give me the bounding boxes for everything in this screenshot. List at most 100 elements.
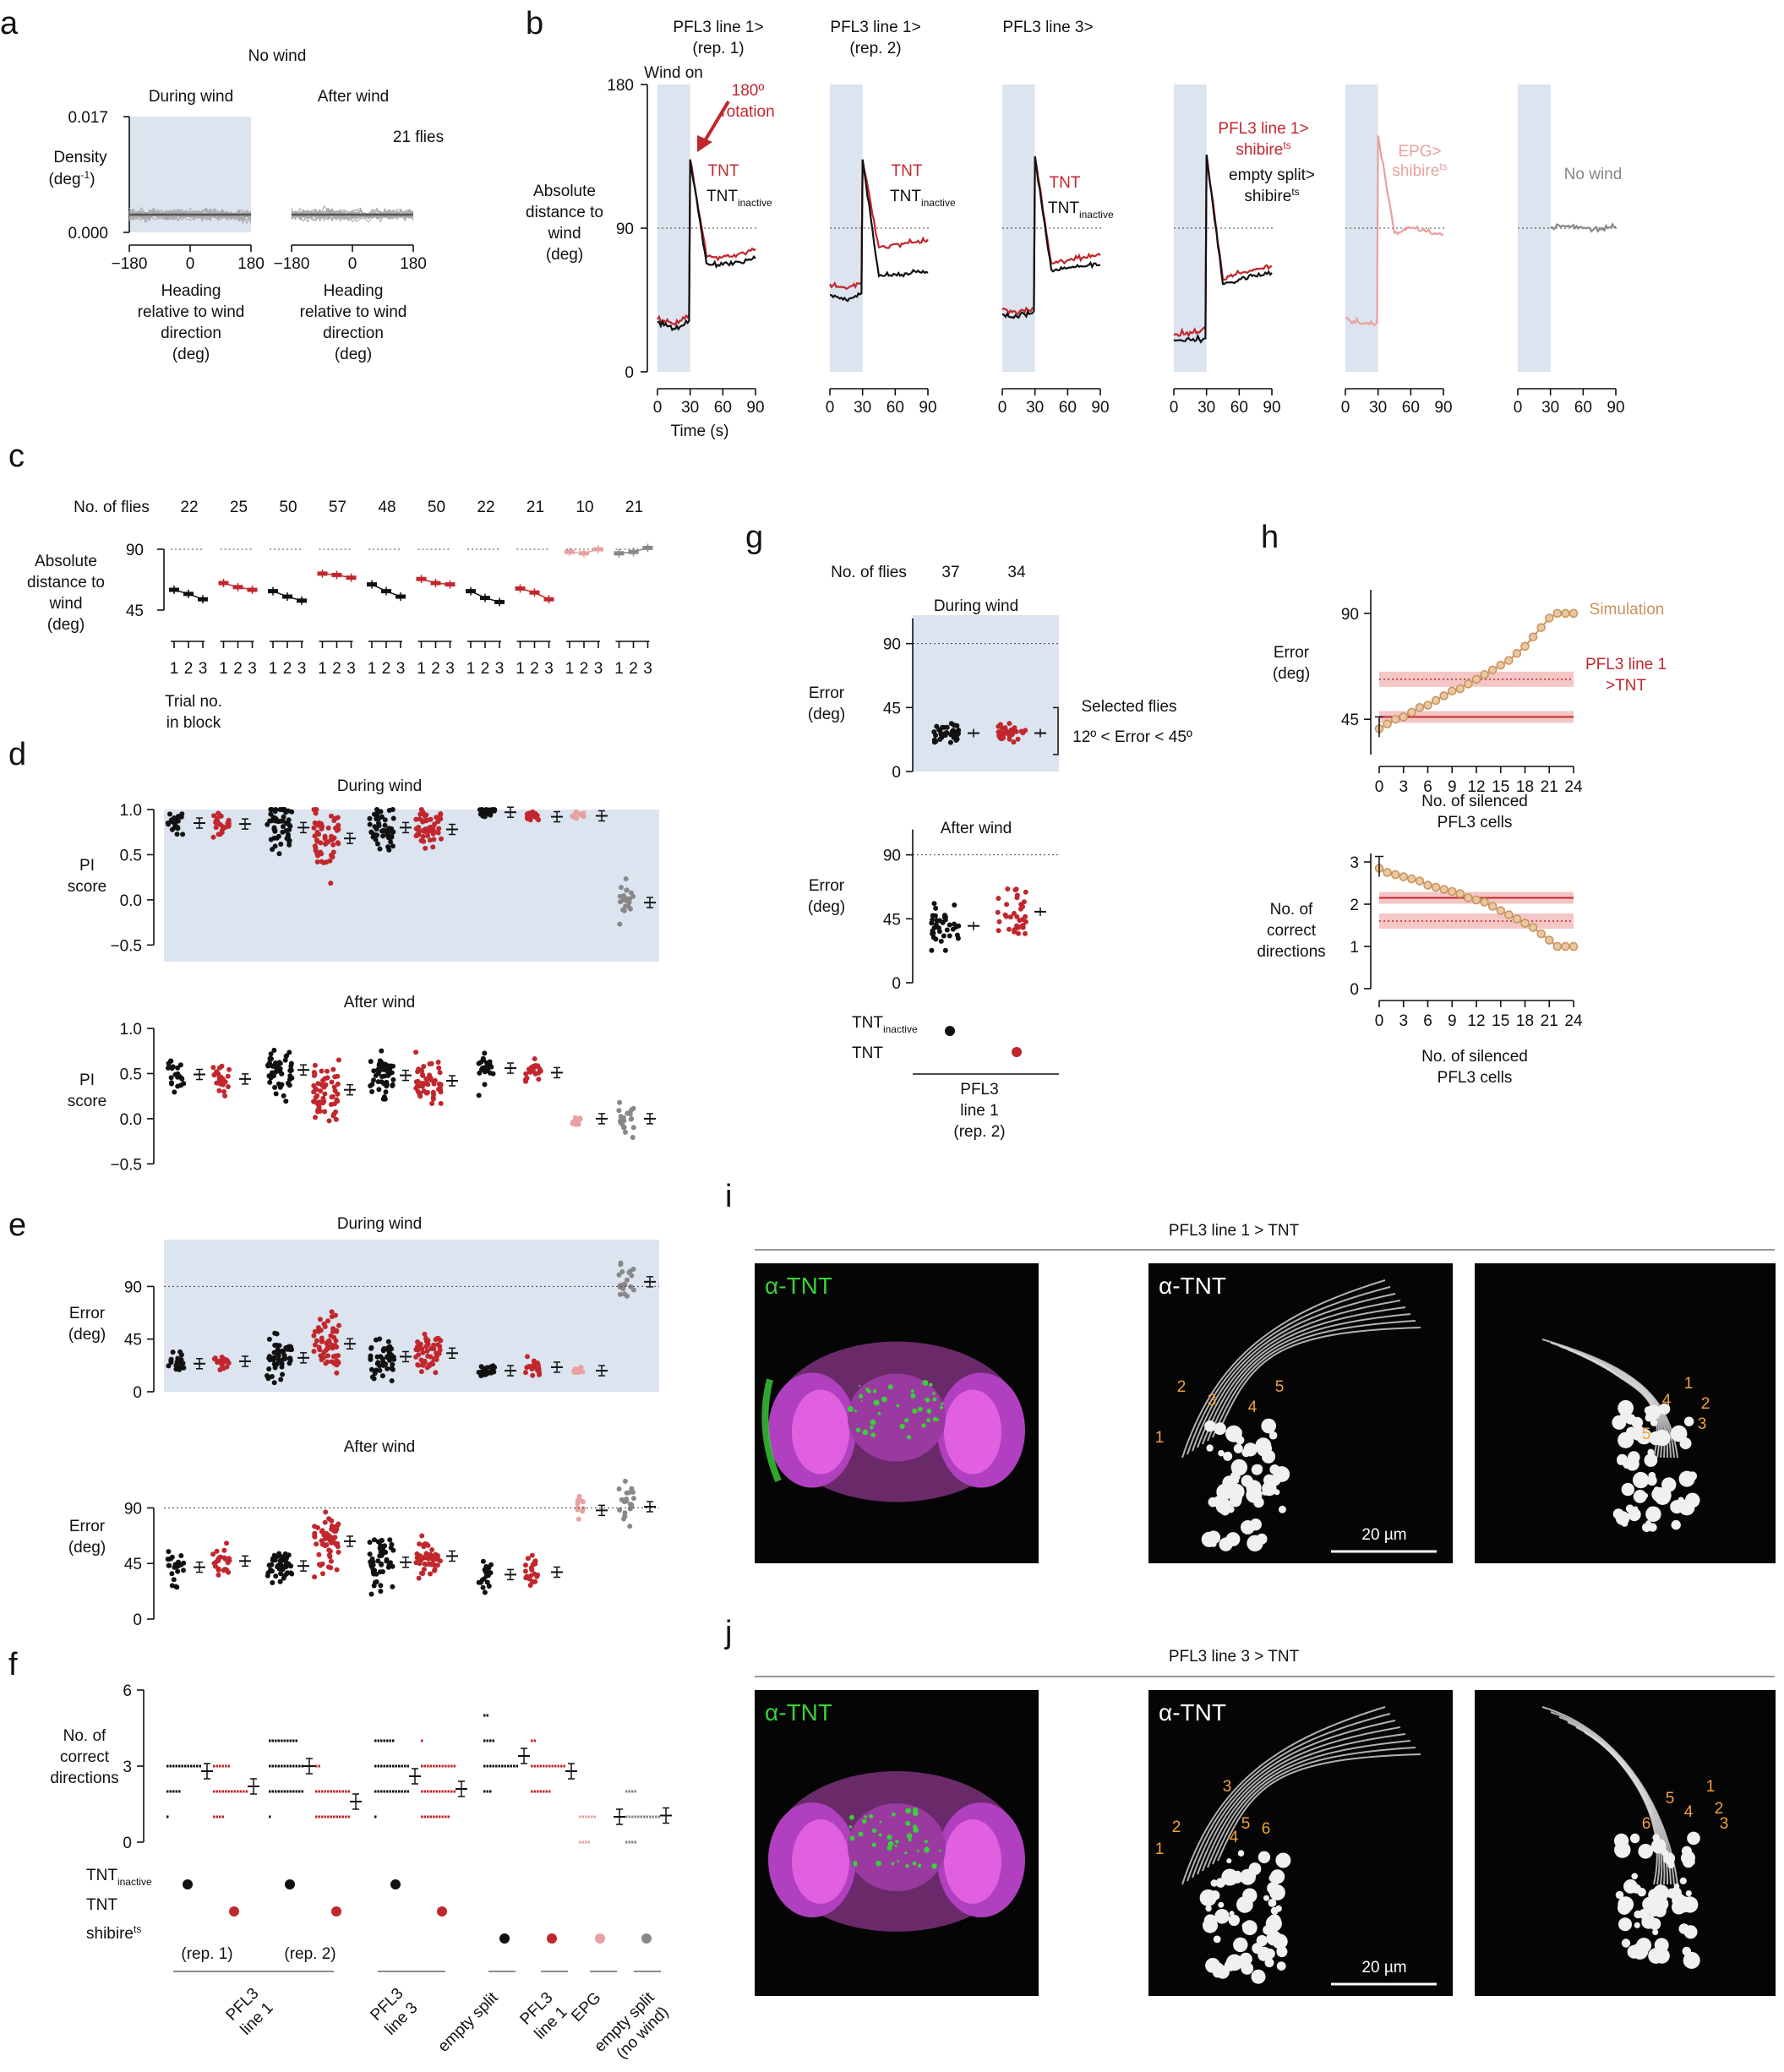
panel-j-cell-body <box>1228 1914 1241 1927</box>
panel-h-error-sim-point <box>1496 660 1505 670</box>
panel-e-after-point <box>580 1499 586 1505</box>
panel-b-legend-tnt-inactive: TNTinactive <box>890 188 956 209</box>
panel-i-cell-body <box>1618 1431 1634 1448</box>
panel-i-green-signal <box>867 1389 871 1393</box>
panel-d-after-point <box>312 1062 318 1068</box>
panel-g-after-point <box>1023 930 1028 936</box>
panel-a-xticks: −180 0 180 −180 0 180 <box>112 245 427 273</box>
panel-f-legend-dot <box>285 1879 295 1889</box>
panel-e-after-point <box>581 1506 586 1512</box>
panel-b-ylabel: wind <box>547 225 581 243</box>
panel-e-during-point <box>168 1360 174 1366</box>
panel-e-after-point <box>575 1505 581 1511</box>
panel-e-during-point <box>368 1353 374 1359</box>
panel-c-ylabel: (deg) <box>47 616 85 634</box>
panel-i-cell-body <box>1261 1418 1276 1434</box>
panel-d-during-point <box>434 815 439 821</box>
panel-h-dirs-sim-point <box>1487 902 1498 911</box>
panel-j-green-signal <box>849 1835 855 1841</box>
panel-i-cell-body <box>1223 1451 1233 1461</box>
panel-e-during-point <box>424 1365 430 1371</box>
panel-h-dirs-xtick-label: 21 <box>1541 1012 1558 1030</box>
panel-i-cell-body <box>1204 1420 1216 1432</box>
panel-i-stain-label: α-TNT <box>1159 1273 1226 1299</box>
panel-e-during-point <box>481 1369 487 1375</box>
panel-d-after-point <box>623 1129 628 1135</box>
panel-e-during-point <box>325 1318 330 1324</box>
panel-d-during-point <box>335 840 341 846</box>
panel-g-after: After wind <box>941 820 1012 837</box>
panel-e-after-point <box>336 1521 341 1527</box>
panel-i-cell-body <box>1227 1505 1235 1513</box>
panel-i-green-signal <box>918 1406 923 1412</box>
panel-e-after-point <box>429 1547 435 1552</box>
panel-i-cell-body <box>1218 1449 1225 1457</box>
panel-h-error-sim-point <box>1455 684 1465 694</box>
panel-b-legend-tnt: TNT <box>1050 174 1081 192</box>
panel-i-neuron-fiber <box>1550 1342 1675 1459</box>
panel-c-trial-label: 1 <box>516 660 525 678</box>
panel-i-green-signal <box>862 1429 869 1436</box>
panel-h-error-sim-point <box>1423 701 1432 710</box>
panel-b-xtick-label: 60 <box>1574 399 1592 417</box>
panel-h-error-sim-point <box>1407 707 1416 717</box>
panel-g-after-point <box>955 935 961 941</box>
panel-j-cell-body <box>1634 1910 1642 1919</box>
panel-j-green-signal <box>916 1849 919 1852</box>
panel-c-flies-count: 50 <box>279 499 297 516</box>
panel-e-after-point <box>327 1554 333 1560</box>
panel-d-after-point <box>379 1064 385 1070</box>
panel-j-neuron-fiber <box>1212 1747 1416 1865</box>
panel-e-after-point <box>328 1558 334 1564</box>
panel-e-during-point <box>390 1361 396 1367</box>
panel-e-after-point <box>619 1497 625 1502</box>
panel-d-after-point <box>427 1072 433 1078</box>
panel-i-green-signal <box>854 1410 857 1413</box>
panel-c-flies-label: No. of flies <box>74 499 150 516</box>
panel-j-cell-label: 6 <box>1642 1815 1651 1833</box>
panel-j-cell-body <box>1266 1930 1282 1946</box>
panel-e-during-point <box>385 1346 390 1352</box>
panel-h-error-plot: 90 45 0 3 6 9 12 15 18 21 24 <box>1341 590 1583 796</box>
panel-d-after-point <box>390 1077 396 1082</box>
panel-i-green-signal <box>906 1435 912 1440</box>
panel-c-trial-label: 3 <box>297 660 307 678</box>
panel-g-during-ytick-label: 45 <box>883 700 901 717</box>
panel-f-group-label: PFL3line 3 <box>368 1985 422 2039</box>
panel-e-during-point <box>319 1338 325 1344</box>
panel-a-xtick-label: −180 <box>112 255 148 273</box>
panel-h-dirs-sim-point <box>1504 910 1514 919</box>
panel-e-during: During wind <box>337 1215 422 1233</box>
panel-e-after-point <box>576 1516 581 1522</box>
panel-i-cell-body <box>1671 1519 1681 1530</box>
panel-d-during-point <box>311 825 317 831</box>
panel-i-cell-label: 3 <box>1698 1415 1707 1433</box>
panel-i-cell-body <box>1206 1444 1214 1452</box>
panel-d-during-point <box>386 847 392 853</box>
panel-e-during-plot: 90 45 0 <box>124 1260 659 1402</box>
panel-a-ylabel-1: Density <box>53 149 107 166</box>
panel-b-legend-empty: empty split> <box>1229 166 1315 184</box>
panel-f-rep1: (rep. 1) <box>181 1945 232 1963</box>
panel-h-dirs-sim-point <box>1448 886 1457 897</box>
panel-d-after-point <box>166 1061 172 1066</box>
panel-e-during-point <box>423 1344 429 1350</box>
panel-g-after-point <box>1004 902 1010 908</box>
panel-j-green-signal <box>905 1863 909 1868</box>
panel-e-after-point <box>423 1553 428 1559</box>
panel-a-ylabel-2: (deg-1) <box>48 169 95 188</box>
panel-b-xtick-label: 0 <box>1514 399 1523 417</box>
panel-e-after-point <box>627 1524 633 1529</box>
panel-d-after-point <box>630 1135 636 1140</box>
panel-e-after-point <box>323 1509 329 1515</box>
panel-e-after-point <box>169 1571 175 1577</box>
panel-i-cell-body <box>1644 1406 1653 1415</box>
panel-j-cell-label: 5 <box>1241 1815 1251 1833</box>
panel-d-during-point <box>336 822 341 828</box>
panel-j-cell-body <box>1241 1920 1258 1936</box>
panel-j-cell-body <box>1678 1923 1690 1934</box>
panel-c-trial-label: 2 <box>332 660 341 678</box>
panel-i-cell-body <box>1618 1399 1634 1416</box>
panel-d-after-point <box>417 1092 423 1097</box>
